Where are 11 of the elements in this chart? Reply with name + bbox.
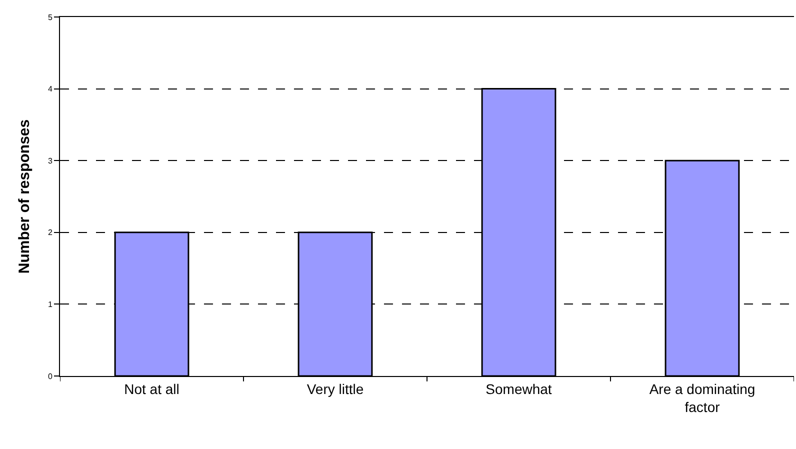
x-tick-label: Very little (306, 380, 364, 397)
y-tick-label: 3 (48, 156, 53, 166)
y-tick-label: 2 (48, 228, 53, 238)
y-tick-label: 1 (48, 300, 53, 309)
y-tick-label: 5 (48, 12, 53, 22)
y-tick-label: 0 (48, 372, 53, 381)
y-axis-title: Number of responses (16, 119, 34, 274)
x-tick-label: Not at all (124, 380, 180, 397)
y-tick-label: 4 (48, 84, 53, 94)
x-tick-label: Somewhat (486, 380, 552, 397)
x-tick-label: Are a dominating factor (649, 380, 756, 415)
